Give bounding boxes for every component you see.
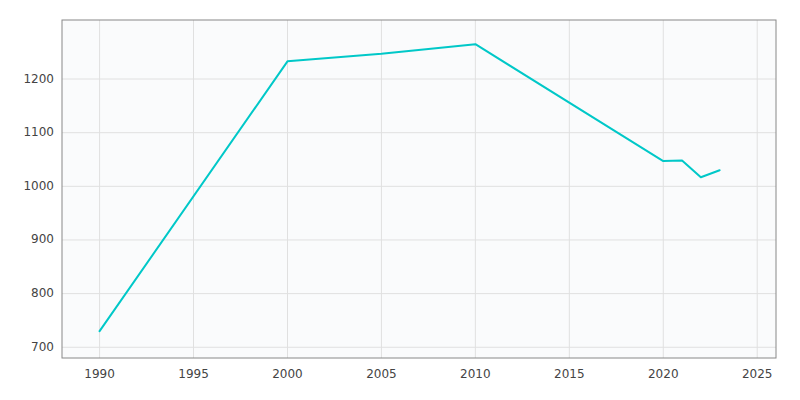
x-grid-line (663, 20, 664, 358)
x-tick-label: 2010 (460, 367, 491, 381)
x-tick-label: 1995 (178, 367, 209, 381)
x-tick-label: 2000 (272, 367, 303, 381)
y-tick-label: 1100 (23, 125, 54, 139)
y-grid-line (62, 186, 776, 187)
series (100, 44, 720, 331)
y-tick-label: 800 (31, 286, 54, 300)
x-grid-line (381, 20, 382, 358)
x-grid-line (757, 20, 758, 358)
y-grid-line (62, 79, 776, 80)
x-tick-label: 2020 (648, 367, 679, 381)
y-tick-label: 900 (31, 232, 54, 246)
grid (62, 20, 776, 358)
x-grid-line (287, 20, 288, 358)
y-grid-line (62, 239, 776, 240)
line (100, 44, 720, 331)
x-grid-line (99, 20, 100, 358)
x-grid-line (475, 20, 476, 358)
x-grid-line (569, 20, 570, 358)
x-tick-label: 1990 (84, 367, 115, 381)
y-tick-label: 700 (31, 340, 54, 354)
x-tick-label: 2015 (554, 367, 585, 381)
x-tick-label: 2025 (742, 367, 773, 381)
x-grid-line (193, 20, 194, 358)
y-grid-line (62, 293, 776, 294)
y-grid-line (62, 132, 776, 133)
y-tick-label: 1200 (23, 72, 54, 86)
chart-container: 700 800 900 1000 1100 1200 1990 1995 2000 2005 201… (0, 0, 800, 400)
x-tick-label: 2005 (366, 367, 397, 381)
y-tick-label: 1000 (23, 179, 54, 193)
plot-background (62, 20, 776, 358)
chart-svg: 700 800 900 1000 1100 1200 1990 1995 2000 2005 201… (0, 0, 800, 400)
y-grid-line (62, 347, 776, 348)
plot-frame (62, 20, 776, 358)
axes: 700 800 900 1000 1100 1200 1990 1995 2000 2005 201… (23, 72, 772, 381)
